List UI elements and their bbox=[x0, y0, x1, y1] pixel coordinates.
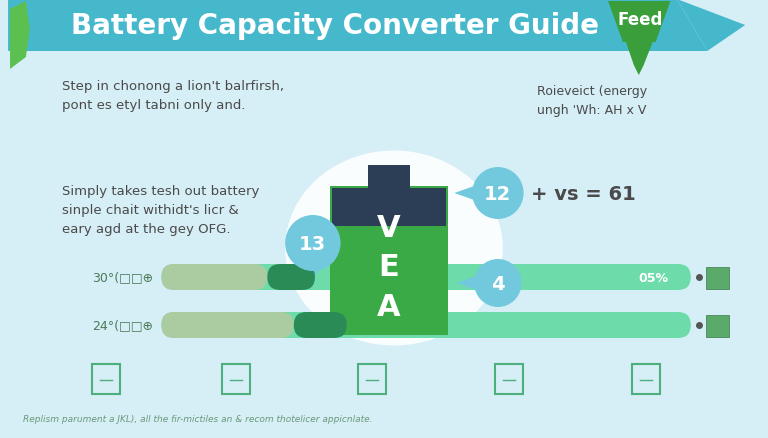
FancyBboxPatch shape bbox=[330, 187, 448, 335]
FancyBboxPatch shape bbox=[294, 312, 346, 338]
Text: 4: 4 bbox=[491, 274, 505, 293]
Polygon shape bbox=[10, 2, 30, 70]
Text: A: A bbox=[377, 293, 401, 321]
Polygon shape bbox=[456, 276, 479, 291]
Text: 05%: 05% bbox=[638, 271, 668, 284]
FancyBboxPatch shape bbox=[267, 265, 315, 290]
FancyBboxPatch shape bbox=[332, 189, 446, 226]
Text: Step in chonong a lion't balrfirsh,
pont es etyl tabni only and.: Step in chonong a lion't balrfirsh, pont… bbox=[62, 80, 284, 112]
Circle shape bbox=[285, 215, 340, 272]
Text: + vs = 61: + vs = 61 bbox=[531, 184, 635, 204]
Polygon shape bbox=[303, 266, 323, 290]
Text: V: V bbox=[377, 213, 401, 242]
Text: Replism parument a JKL), all the fir-mictiles an & recom thotelicer appicnlate.: Replism parument a JKL), all the fir-mic… bbox=[23, 414, 372, 423]
Polygon shape bbox=[626, 43, 653, 76]
FancyBboxPatch shape bbox=[368, 166, 410, 190]
Ellipse shape bbox=[285, 151, 503, 346]
Polygon shape bbox=[677, 0, 745, 52]
Text: Feed: Feed bbox=[617, 11, 663, 29]
Text: Roieveict (energy
ungh 'Wh: AH x V: Roieveict (energy ungh 'Wh: AH x V bbox=[538, 85, 647, 117]
FancyBboxPatch shape bbox=[706, 267, 730, 290]
Polygon shape bbox=[455, 186, 477, 201]
Polygon shape bbox=[8, 0, 707, 52]
Circle shape bbox=[472, 168, 524, 219]
Text: 13: 13 bbox=[300, 234, 326, 253]
FancyBboxPatch shape bbox=[161, 312, 294, 338]
FancyBboxPatch shape bbox=[161, 265, 267, 290]
Text: 24°(□□⊕: 24°(□□⊕ bbox=[92, 319, 154, 332]
Text: Simply takes tesh out battery
sinple chait withidt's licr &
eary agd at the gey : Simply takes tesh out battery sinple cha… bbox=[62, 184, 260, 236]
Text: Battery Capacity Converter Guide: Battery Capacity Converter Guide bbox=[71, 12, 599, 40]
Text: E: E bbox=[379, 252, 399, 281]
Text: 30°(□□⊕: 30°(□□⊕ bbox=[92, 271, 154, 284]
Polygon shape bbox=[608, 2, 670, 43]
Text: 12: 12 bbox=[485, 184, 511, 203]
FancyBboxPatch shape bbox=[161, 312, 691, 338]
FancyBboxPatch shape bbox=[706, 315, 730, 337]
FancyBboxPatch shape bbox=[161, 265, 691, 290]
Circle shape bbox=[474, 259, 521, 307]
